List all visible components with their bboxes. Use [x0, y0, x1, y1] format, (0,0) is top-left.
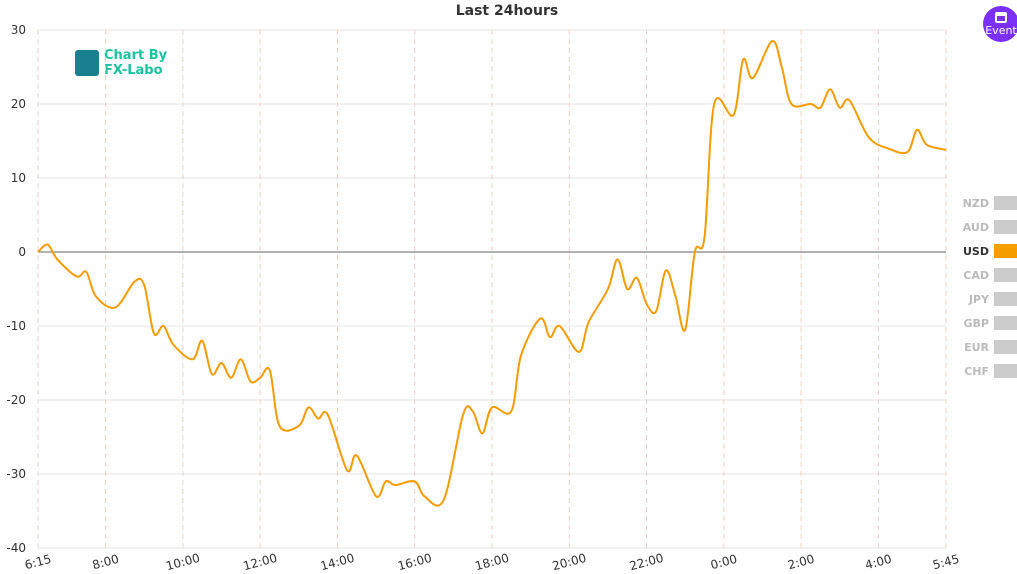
x-tick-label: 4:00: [864, 552, 894, 572]
legend-label: EUR: [964, 341, 989, 354]
legend-swatch: [994, 268, 1017, 282]
x-tick-label: 20:00: [551, 551, 588, 573]
y-tick-label: 10: [11, 171, 26, 185]
y-tick-label: -10: [6, 319, 26, 333]
x-tick-label: 5:45: [931, 552, 961, 572]
legend-swatch: [994, 292, 1017, 306]
legend-swatch: [994, 340, 1017, 354]
x-tick-label: 8:00: [91, 552, 121, 572]
legend-swatch: [994, 220, 1017, 234]
legend-swatch: [994, 316, 1017, 330]
logo-icon: [75, 50, 99, 76]
x-tick-label: 14:00: [319, 551, 356, 573]
event-label: Event: [985, 24, 1017, 37]
watermark: FX-Labo: [104, 63, 163, 78]
legend-label: CAD: [963, 269, 989, 282]
x-tick-label: 16:00: [396, 551, 433, 573]
legend-label: USD: [963, 245, 989, 258]
y-tick-label: -30: [6, 467, 26, 481]
x-tick-label: 2:00: [786, 552, 816, 572]
series-line: [37, 40, 947, 507]
watermark: Chart By: [104, 48, 168, 63]
y-tick-label: -20: [6, 393, 26, 407]
calendar-icon: [995, 12, 1007, 23]
y-tick-label: 0: [18, 245, 26, 259]
legend-label: GBP: [964, 317, 989, 330]
x-tick-label: 18:00: [473, 551, 510, 573]
chart-title: Last 24hours: [456, 3, 559, 19]
legend-label: CHF: [964, 365, 989, 378]
legend-swatch: [994, 196, 1017, 210]
legend-swatch: [994, 364, 1017, 378]
legend-label: AUD: [963, 221, 989, 234]
legend-label: JPY: [968, 293, 990, 306]
y-tick-label: -40: [6, 541, 26, 555]
y-tick-label: 20: [11, 97, 26, 111]
legend-label: NZD: [963, 197, 989, 210]
x-tick-label: 22:00: [628, 551, 665, 573]
x-tick-label: 10:00: [164, 551, 201, 573]
event-button[interactable]: Event: [983, 6, 1017, 42]
x-tick-label: 12:00: [242, 551, 279, 573]
legend-swatch: [994, 244, 1017, 258]
y-tick-label: 30: [11, 23, 26, 37]
x-tick-label: 0:00: [709, 552, 739, 572]
x-tick-label: 6:15: [23, 552, 53, 572]
